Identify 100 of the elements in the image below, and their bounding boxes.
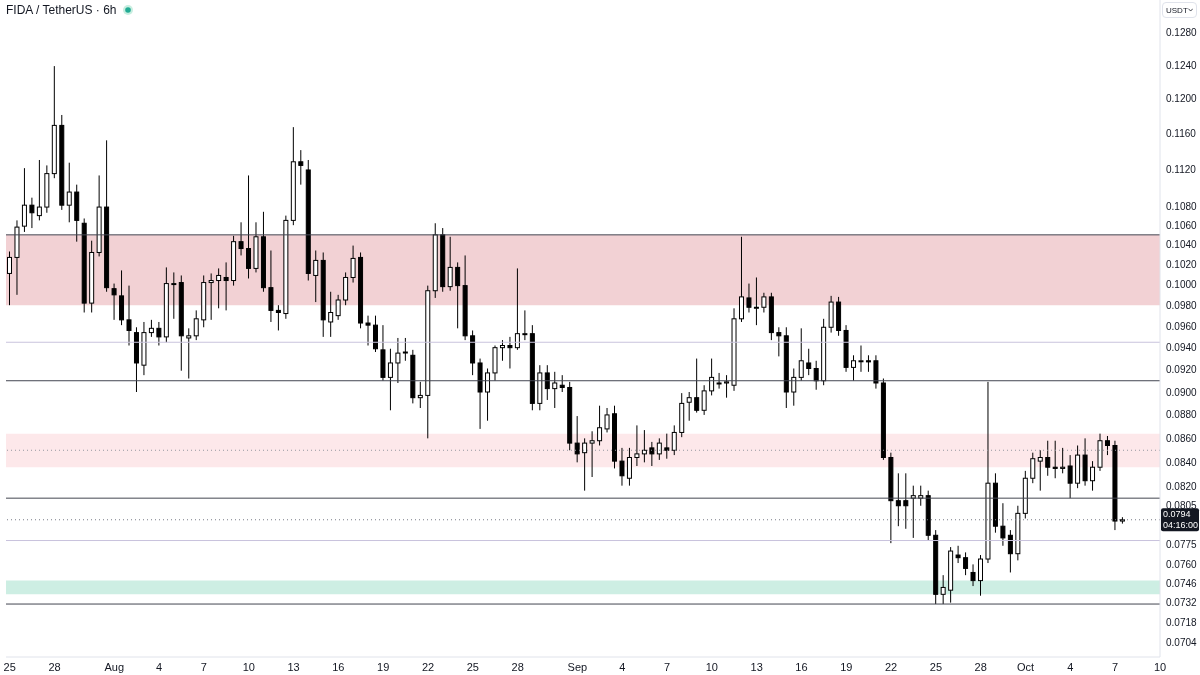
candlestick <box>1067 454 1073 499</box>
candlestick <box>223 261 229 311</box>
candlestick <box>313 250 319 303</box>
x-tick-label: 22 <box>884 660 898 673</box>
candlestick <box>402 337 408 362</box>
x-tick-label: 7 <box>663 660 671 673</box>
y-tick-label: 0.0746 <box>1166 577 1198 589</box>
y-tick-label: 0.0820 <box>1166 481 1198 493</box>
candlestick <box>111 283 117 321</box>
candlestick <box>963 551 969 576</box>
candlestick <box>709 358 715 396</box>
candlestick <box>238 221 244 256</box>
y-tick-label: 0.0960 <box>1166 320 1198 332</box>
x-tick-label: Sep <box>567 660 588 673</box>
candlestick <box>186 327 192 379</box>
candlestick <box>597 405 603 446</box>
x-tick-label: Oct <box>1016 660 1035 673</box>
candlestick <box>753 276 759 326</box>
candlestick <box>119 269 125 326</box>
candlestick <box>858 345 864 373</box>
candlestick <box>1052 440 1058 479</box>
y-tick-label: 0.1040 <box>1166 239 1198 251</box>
candlestick <box>1104 435 1110 456</box>
candlestick <box>656 437 662 461</box>
candlestick <box>171 271 177 320</box>
candlestick <box>1060 447 1066 474</box>
candlestick <box>626 447 632 487</box>
x-tick-label: 10 <box>1153 660 1167 673</box>
y-tick-label: 0.1200 <box>1166 93 1198 105</box>
x-tick-label: 4 <box>156 660 163 673</box>
y-tick-label: 0.0775 <box>1166 539 1198 551</box>
candlestick <box>36 159 42 221</box>
candlestick <box>671 424 677 456</box>
x-tick-label: 25 <box>929 660 943 673</box>
y-tick-label: 0.0732 <box>1166 597 1198 609</box>
candlestick <box>955 545 961 564</box>
candlestick <box>806 348 812 376</box>
x-tick-label: Aug <box>104 660 125 673</box>
candlestick <box>1037 449 1043 492</box>
x-tick-label: 25 <box>3 660 16 673</box>
y-tick-label: 0.0940 <box>1166 342 1198 354</box>
candlestick <box>619 447 625 487</box>
candlestick <box>343 271 349 306</box>
candlestick <box>724 374 730 399</box>
candlestick <box>552 371 558 409</box>
y-tick-label: 0.0840 <box>1166 456 1198 468</box>
candlestick <box>208 272 214 321</box>
y-tick-label: 0.1060 <box>1166 219 1198 231</box>
candlestick <box>649 441 655 467</box>
x-tick-label: 10 <box>242 660 255 673</box>
x-tick-label: 16 <box>795 660 808 673</box>
x-tick-label: 19 <box>377 660 390 673</box>
candlestick <box>447 236 453 292</box>
candlestick <box>156 321 162 347</box>
candlestick <box>1007 529 1013 573</box>
y-tick-label: 0.0704 <box>1166 636 1198 648</box>
candlestick <box>641 429 647 463</box>
y-tick-label: 0.1000 <box>1166 279 1198 291</box>
candlestick <box>1000 502 1006 547</box>
x-tick-label: 13 <box>287 660 300 673</box>
candlestick <box>417 381 423 409</box>
candlestick <box>634 424 640 467</box>
candlestick <box>544 364 550 401</box>
candlestick <box>903 472 909 530</box>
y-tick-label: 0.1080 <box>1166 200 1198 212</box>
candlestick <box>335 294 341 321</box>
candlestick <box>604 407 610 433</box>
candlestick <box>978 554 983 597</box>
candlestick <box>507 336 513 369</box>
candlestick <box>746 283 752 313</box>
candlestick <box>701 384 707 416</box>
candlestick <box>66 162 72 223</box>
candlestick <box>791 367 797 407</box>
candlestick <box>694 358 700 414</box>
candlestick <box>664 433 670 460</box>
candlestick <box>813 360 819 391</box>
x-tick-label: 16 <box>332 660 345 673</box>
candlestick <box>1090 460 1096 492</box>
candlestick <box>1030 452 1036 484</box>
candlestick <box>372 315 378 353</box>
candlestick <box>522 309 528 341</box>
candlestick <box>970 563 976 587</box>
candlestick <box>1045 440 1051 477</box>
candlestick <box>275 304 281 331</box>
candlestick <box>499 339 505 362</box>
candlestick <box>589 430 595 478</box>
candlestick <box>350 245 356 284</box>
x-tick-label: 22 <box>421 660 435 673</box>
y-tick-label: 0.1160 <box>1166 127 1197 139</box>
candlestick <box>940 574 946 605</box>
y-tick-label: 0.1280 <box>1166 27 1198 39</box>
y-tick-label: 0.0880 <box>1166 409 1198 421</box>
candlestick <box>738 236 744 323</box>
candlestick <box>514 267 520 351</box>
y-tick-label: 0.1240 <box>1166 59 1198 71</box>
candlestick <box>851 354 857 382</box>
candlestick <box>776 326 782 357</box>
candlestick <box>395 337 401 384</box>
y-tick-label: 0.0980 <box>1166 299 1198 311</box>
x-tick-label: 4 <box>619 660 626 673</box>
